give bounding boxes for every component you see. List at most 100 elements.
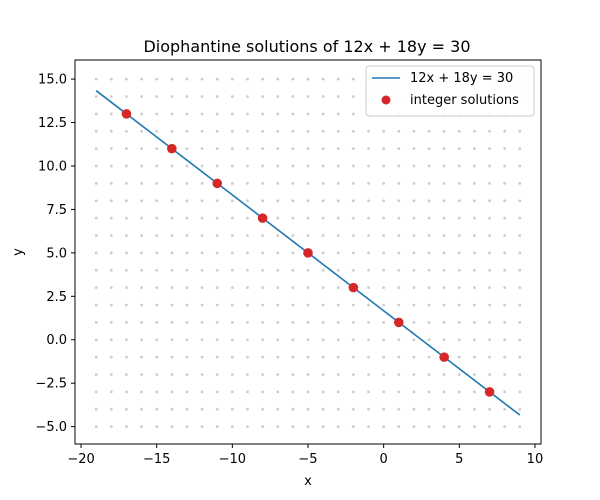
lattice-point <box>155 390 159 394</box>
lattice-point <box>125 77 128 81</box>
lattice-point <box>457 338 461 342</box>
lattice-point <box>518 338 522 342</box>
lattice-point <box>503 147 507 151</box>
lattice-point <box>185 373 189 376</box>
lattice-point <box>351 129 355 133</box>
lattice-point <box>140 181 143 185</box>
lattice-point <box>170 425 174 429</box>
lattice-point <box>125 268 128 272</box>
lattice-point <box>427 338 431 342</box>
lattice-point <box>488 355 491 359</box>
lattice-point <box>336 147 340 151</box>
lattice-point <box>351 338 355 342</box>
x-tick-label: −10 <box>219 452 246 467</box>
lattice-point <box>230 425 234 429</box>
x-tick-label: −20 <box>67 452 94 467</box>
lattice-point <box>185 355 189 359</box>
lattice-point <box>321 95 325 98</box>
lattice-point <box>185 425 189 429</box>
lattice-point <box>367 320 370 324</box>
lattice-point <box>276 407 280 411</box>
y-tick-label: 10.0 <box>38 159 67 174</box>
lattice-point <box>488 147 491 151</box>
lattice-point <box>230 373 234 376</box>
lattice-point <box>109 390 113 394</box>
lattice-point <box>215 373 219 376</box>
lattice-point <box>291 251 295 255</box>
lattice-point <box>230 112 234 116</box>
lattice-point <box>200 286 204 290</box>
lattice-point <box>230 234 234 237</box>
lattice-point <box>306 77 310 81</box>
lattice-point <box>200 95 204 98</box>
lattice-point <box>215 112 219 116</box>
lattice-point <box>230 216 234 220</box>
lattice-point <box>488 407 491 411</box>
lattice-point <box>442 181 446 185</box>
lattice-point <box>457 355 461 359</box>
lattice-point <box>412 407 416 411</box>
lattice-point <box>200 373 204 376</box>
lattice-point <box>382 373 386 376</box>
lattice-point <box>457 164 461 168</box>
lattice-point <box>155 268 159 272</box>
lattice-point <box>412 147 416 151</box>
lattice-point <box>261 129 265 133</box>
legend-box <box>365 65 535 117</box>
lattice-point <box>140 234 143 237</box>
lattice-point <box>321 373 325 376</box>
lattice-point <box>382 390 386 394</box>
lattice-point <box>457 147 461 151</box>
lattice-point <box>246 77 249 81</box>
lattice-point <box>473 199 476 203</box>
lattice-point <box>215 216 219 220</box>
lattice-point <box>503 268 507 272</box>
lattice-point <box>367 216 370 220</box>
lattice-point <box>306 390 310 394</box>
lattice-point <box>109 355 113 359</box>
y-tick-label: 15.0 <box>38 73 67 88</box>
lattice-point <box>291 95 295 98</box>
lattice-point <box>336 216 340 220</box>
lattice-point <box>140 268 143 272</box>
lattice-point <box>457 407 461 411</box>
lattice-point <box>215 407 219 411</box>
lattice-point <box>518 216 522 220</box>
lattice-point <box>261 320 265 324</box>
lattice-point <box>185 77 189 81</box>
lattice-point <box>125 425 128 429</box>
lattice-point <box>367 129 370 133</box>
lattice-point <box>185 407 189 411</box>
lattice-point <box>276 390 280 394</box>
lattice-point <box>336 77 340 81</box>
lattice-point <box>321 129 325 133</box>
lattice-point <box>367 355 370 359</box>
x-tick-label: 0 <box>380 452 388 467</box>
lattice-point <box>412 373 416 376</box>
lattice-point <box>382 199 386 203</box>
lattice-point <box>503 129 507 133</box>
lattice-point <box>140 129 143 133</box>
lattice-point <box>94 390 98 394</box>
lattice-point <box>246 251 249 255</box>
lattice-point <box>306 303 310 307</box>
lattice-point <box>336 286 340 290</box>
lattice-point <box>518 286 522 290</box>
lattice-point <box>125 407 128 411</box>
lattice-point <box>382 286 386 290</box>
lattice-point <box>185 147 189 151</box>
lattice-point <box>473 216 476 220</box>
lattice-point <box>215 199 219 203</box>
lattice-point <box>261 338 265 342</box>
lattice-point <box>351 164 355 168</box>
lattice-point <box>276 181 280 185</box>
lattice-point <box>94 286 98 290</box>
lattice-point <box>200 234 204 237</box>
lattice-point <box>488 268 491 272</box>
lattice-point <box>473 390 476 394</box>
lattice-point <box>125 251 128 255</box>
lattice-point <box>367 373 370 376</box>
lattice-point <box>397 129 401 133</box>
lattice-point <box>140 425 143 429</box>
lattice-point <box>246 234 249 237</box>
